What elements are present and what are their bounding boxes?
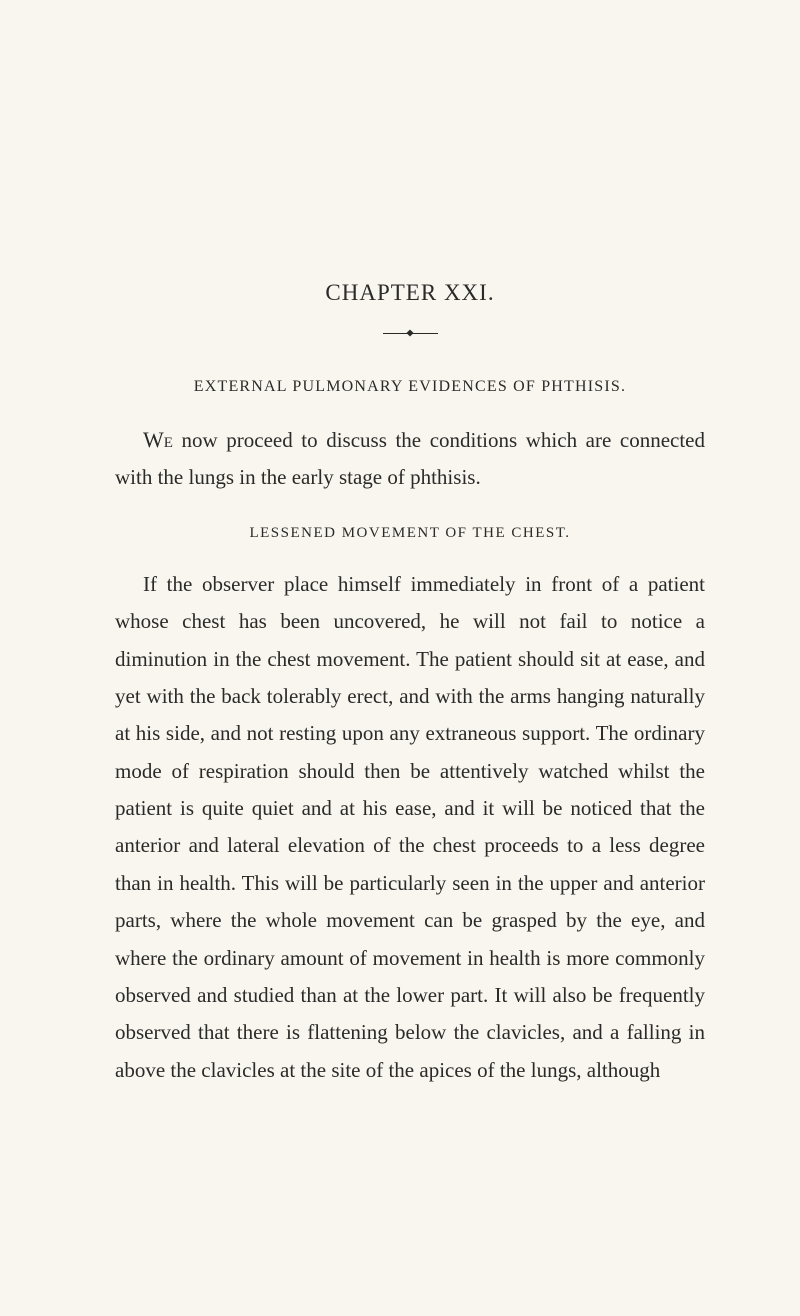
main-paragraph: If the observer place himself immediatel…	[115, 566, 705, 1089]
chapter-divider	[115, 324, 705, 330]
lead-word: We	[143, 427, 173, 452]
intro-paragraph: We now proceed to discuss the conditions…	[115, 420, 705, 497]
intro-text: now proceed to discuss the conditions wh…	[115, 428, 705, 489]
divider-line	[383, 333, 438, 334]
section-title: EXTERNAL PULMONARY EVIDENCES OF PHTHISIS…	[115, 378, 705, 396]
document-page: CHAPTER XXI. EXTERNAL PULMONARY EVIDENCE…	[0, 0, 800, 1177]
subsection-title: LESSENED MOVEMENT OF THE CHEST.	[115, 525, 705, 542]
divider-diamond-icon	[406, 330, 413, 337]
chapter-title: CHAPTER XXI.	[115, 280, 705, 306]
